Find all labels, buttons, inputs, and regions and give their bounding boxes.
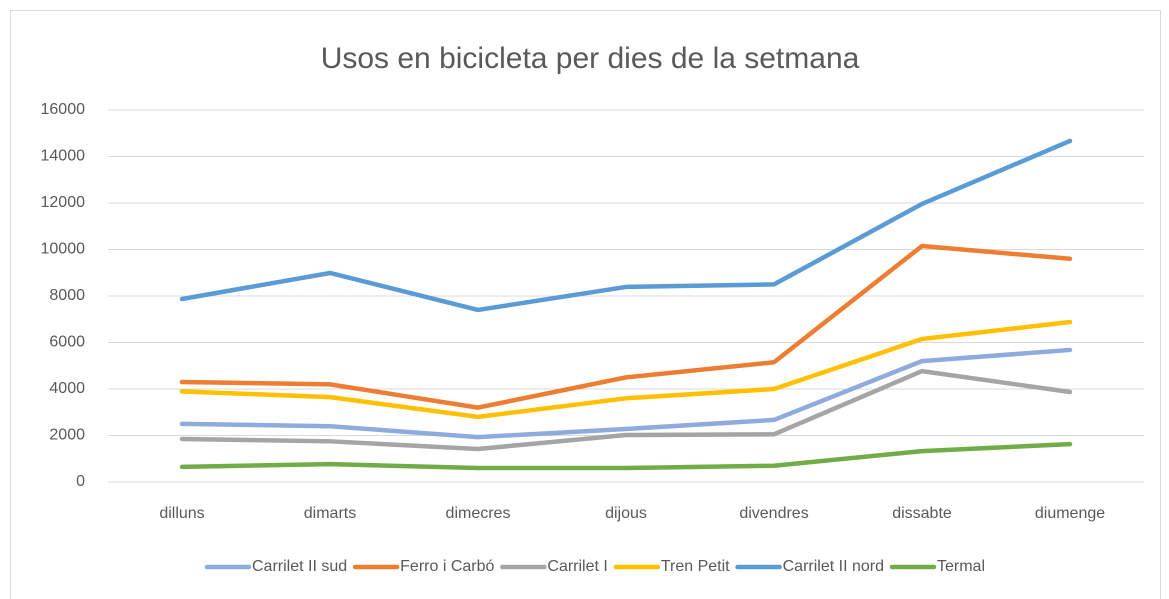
x-tick-label: dissabte <box>892 505 952 522</box>
legend-label: Carrilet II nord <box>783 558 884 575</box>
y-tick-label: 2000 <box>49 427 85 444</box>
y-tick-label: 4000 <box>49 380 85 397</box>
series-line <box>179 243 1073 410</box>
x-tick-label: diumenge <box>1035 505 1105 522</box>
legend-label: Carrilet I <box>547 558 607 575</box>
y-tick-label: 12000 <box>41 194 86 211</box>
x-tick-label: divendres <box>739 505 808 522</box>
y-tick-label: 10000 <box>41 241 86 258</box>
x-tick-label: dijous <box>605 505 647 522</box>
y-tick-label: 14000 <box>41 148 86 165</box>
x-tick-label: dimarts <box>304 505 356 522</box>
series-line <box>179 441 1073 471</box>
legend-label: Tren Petit <box>661 558 730 575</box>
series-line <box>179 138 1073 313</box>
legend-label: Ferro i Carbó <box>400 558 494 575</box>
y-tick-label: 8000 <box>49 287 85 304</box>
chart-border <box>10 10 1161 599</box>
legend-label: Carrilet II sud <box>252 558 347 575</box>
x-tick-label: dilluns <box>159 505 204 522</box>
y-tick-label: 16000 <box>41 101 86 118</box>
y-tick-label: 6000 <box>49 334 85 351</box>
x-tick-label: dimecres <box>446 505 511 522</box>
chart-title: Usos en bicicleta per dies de la setmana <box>321 42 860 75</box>
series-line <box>179 347 1073 440</box>
series-line <box>179 368 1073 452</box>
y-tick-label: 0 <box>76 473 85 490</box>
legend-label: Termal <box>937 558 985 575</box>
series-line <box>179 319 1073 420</box>
